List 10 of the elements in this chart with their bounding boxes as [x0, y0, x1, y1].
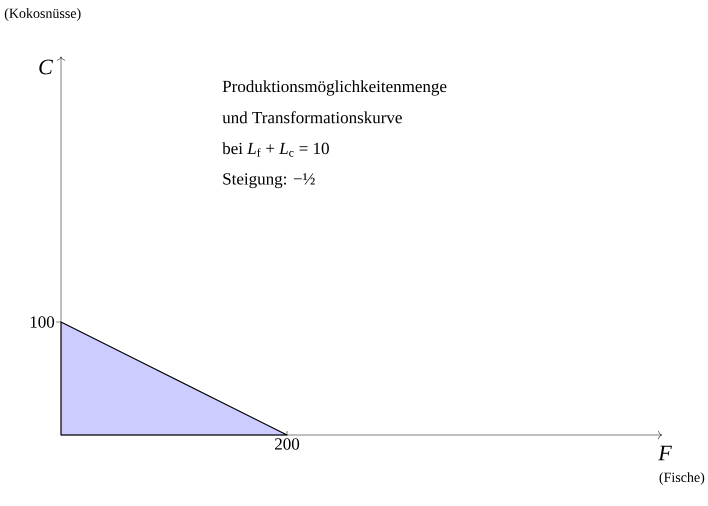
text: und Transformationskurve: [222, 111, 402, 124]
text: (Fische): [660, 472, 704, 485]
annotation: 100: [30, 316, 54, 328]
text: 200: [275, 438, 300, 450]
text: bei L$_{f}$ + L$_{c}$ = 10: [222, 142, 329, 157]
text: Produktionsmöglichkeitenmenge: [222, 80, 446, 96]
text: (Kokosnüsse): [4, 8, 81, 21]
text: F: [658, 446, 672, 460]
text: C: [39, 60, 54, 74]
text: Steigung: −½: [223, 173, 315, 188]
